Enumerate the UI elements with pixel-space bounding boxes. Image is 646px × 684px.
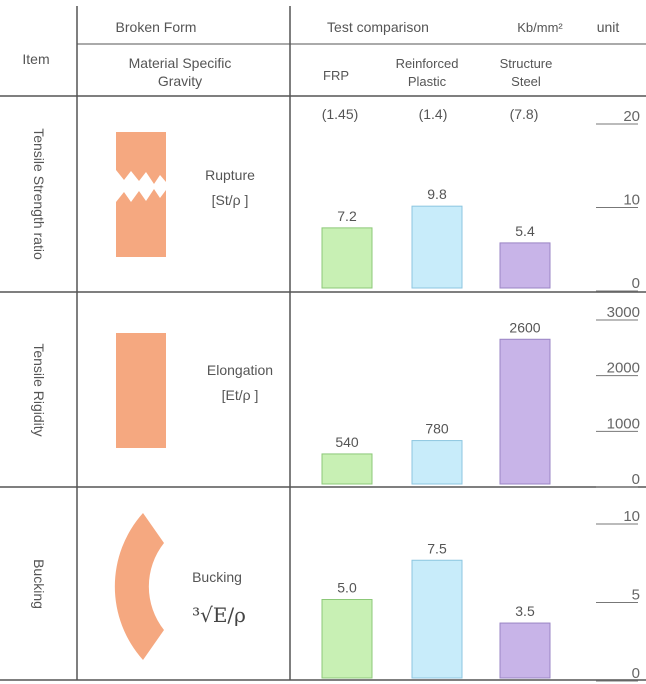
value-label-row1-steel: 5.4 (515, 223, 535, 239)
bar-row2-frp (321, 453, 373, 485)
material-label-steel-line1: Structure (500, 56, 553, 71)
value-label-row1-frp: 7.2 (337, 208, 357, 224)
rupture-shape (116, 132, 166, 257)
tick-label-row2-1000: 1000 (607, 415, 640, 432)
bar-row2-steel (499, 338, 551, 485)
row-label-tensile-rigidity: Tensile Rigidity (31, 343, 47, 436)
tick-label-row1-10: 10 (623, 192, 640, 209)
value-label-row1-rp: 9.8 (427, 186, 447, 202)
tick-label-row1-0: 0 (632, 275, 640, 292)
form-label-rupture: Rupture (205, 167, 255, 183)
tick-label-row1-20: 20 (623, 108, 640, 125)
bar-row3-steel (499, 622, 551, 679)
bar-row3-frp (321, 599, 373, 679)
header-material-sg-line1: Material Specific (129, 55, 232, 71)
tick-label-row2-0: 0 (632, 471, 640, 488)
material-label-frp: FRP (323, 68, 349, 83)
bucking-arc-shape (114, 513, 164, 660)
bar-row1-rp (411, 205, 463, 289)
form-label-elongation-unit: [Et/ρ ] (222, 387, 259, 403)
form-formula-bucking: ³√E/ρ (192, 603, 246, 627)
sg-rp: (1.4) (419, 106, 448, 122)
bars-layer: 7.2 9.8 5.4 540 780 2600 5.0 7.5 3.5 (321, 186, 551, 679)
bar-row2-rp (411, 440, 463, 485)
tick-label-row3-0: 0 (632, 665, 640, 682)
ticks-layer: 0 10 20 0 1000 2000 3000 0 5 10 (596, 108, 640, 682)
form-label-bucking: Bucking (192, 569, 242, 585)
sg-frp: (1.45) (322, 106, 359, 122)
header-item: Item (22, 51, 49, 67)
material-label-rp-line1: Reinforced (396, 56, 459, 71)
value-label-row2-steel: 2600 (509, 319, 540, 335)
row-label-bucking: Bucking (31, 559, 47, 609)
bar-row1-steel (499, 242, 551, 289)
header-unit: unit (597, 19, 620, 35)
header-unit-kb: Kb/mm² (517, 20, 563, 35)
header-broken-form: Broken Form (116, 19, 197, 35)
value-label-row2-rp: 780 (425, 421, 449, 437)
material-label-rp-line2: Plastic (408, 74, 447, 89)
elongation-shape (116, 333, 166, 448)
material-label-steel-line2: Steel (511, 74, 541, 89)
value-label-row2-frp: 540 (335, 434, 359, 450)
tick-label-row2-2000: 2000 (607, 360, 640, 377)
tick-label-row2-3000: 3000 (607, 304, 640, 321)
value-label-row3-rp: 7.5 (427, 540, 447, 556)
value-label-row3-steel: 3.5 (515, 603, 535, 619)
header-material-sg-line2: Gravity (158, 73, 202, 89)
bar-row1-frp (321, 227, 373, 289)
value-label-row3-frp: 5.0 (337, 580, 357, 596)
sg-steel: (7.8) (510, 106, 539, 122)
form-label-elongation: Elongation (207, 362, 273, 378)
tick-label-row3-10: 10 (623, 508, 640, 525)
table-grid (0, 6, 646, 681)
header-test-comparison: Test comparison (327, 19, 429, 35)
form-label-rupture-unit: [St/ρ ] (212, 192, 249, 208)
row-label-tensile-strength: Tensile Strength ratio (31, 128, 47, 260)
bar-row3-rp (411, 559, 463, 679)
tick-label-row3-5: 5 (632, 587, 640, 604)
